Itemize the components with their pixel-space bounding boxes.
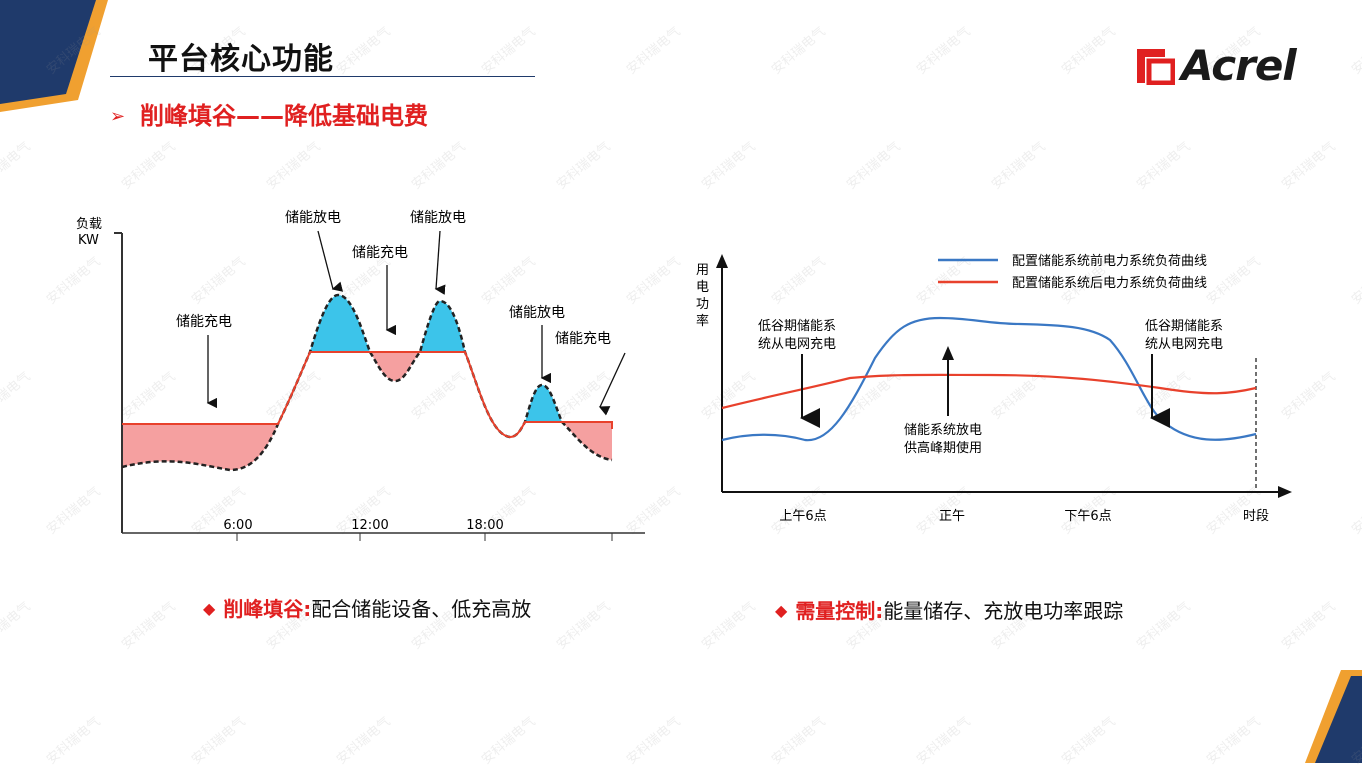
title-underline <box>110 76 535 77</box>
watermark-text: 安科瑞电气 <box>479 24 539 78</box>
watermark-text: 安科瑞电气 <box>0 599 34 653</box>
watermark-text: 安科瑞电气 <box>844 139 904 193</box>
right-y-axis-label-1: 用 <box>696 263 709 278</box>
left-y-axis-label-1: 负载 <box>76 217 102 232</box>
annotation-charge-midday: 储能充电 <box>352 245 408 261</box>
watermark-text: 安科瑞电气 <box>1279 139 1339 193</box>
annotation-right-charge-1: 低谷期储能系 <box>1145 319 1223 334</box>
right-y-axis-label-4: 率 <box>696 313 709 329</box>
left-y-axis-label-2: KW <box>78 233 99 248</box>
watermark-text: 安科瑞电气 <box>769 714 829 768</box>
subtitle-text: 削峰填谷——降低基础电费 <box>140 102 428 130</box>
original-load-curve <box>121 293 613 472</box>
top-left-corner-decoration <box>0 0 108 112</box>
bottom-right-corner-decoration <box>1305 670 1362 763</box>
watermark-text: 安科瑞电气 <box>989 139 1049 193</box>
right-caption-text: 能量储存、充放电功率跟踪 <box>883 599 1124 623</box>
watermark-text: 安科瑞电气 <box>1349 24 1362 78</box>
arrow-bullet-icon: ➢ <box>110 106 126 127</box>
watermark-text: 安科瑞电气 <box>189 714 249 768</box>
annotation-charge-evening: 储能充电 <box>555 331 611 347</box>
watermark-text: 安科瑞电气 <box>1349 484 1362 538</box>
demand-control-chart: 用 电 功 率 配置储能系统前电力系统负荷曲线 配置储能系统后电力系统负荷曲线 … <box>696 253 1292 524</box>
watermark-text: 安科瑞电气 <box>1134 599 1194 653</box>
watermark-text: 安科瑞电气 <box>334 24 394 78</box>
watermark-text: 安科瑞电气 <box>914 714 974 768</box>
watermark-text: 安科瑞电气 <box>44 714 104 768</box>
x-label: 下午6点 <box>1064 509 1111 524</box>
shaved-load-curve <box>122 351 613 439</box>
watermark-text: 安科瑞电气 <box>0 139 34 193</box>
annotation-center-discharge-1: 储能系统放电 <box>904 423 982 438</box>
watermark-text: 安科瑞电气 <box>334 714 394 768</box>
legend-after-label: 配置储能系统后电力系统负荷曲线 <box>1012 276 1207 291</box>
diamond-bullet-icon: ◆ <box>775 601 788 620</box>
watermark-text: 安科瑞电气 <box>409 139 469 193</box>
legend-before-label: 配置储能系统前电力系统负荷曲线 <box>1012 253 1207 269</box>
annotation-charge-night: 储能充电 <box>176 314 232 330</box>
acrel-logo-mark-icon <box>1137 49 1175 85</box>
annotation-discharge-2: 储能放电 <box>410 210 466 226</box>
watermark-text: 安科瑞电气 <box>699 139 759 193</box>
watermark-text: 安科瑞电气 <box>1279 599 1339 653</box>
right-y-axis-label-3: 功 <box>696 297 709 312</box>
watermark-text: 安科瑞电气 <box>479 714 539 768</box>
watermark-text: 安科瑞电气 <box>264 139 324 193</box>
watermark-text: 安科瑞电气 <box>1059 714 1119 768</box>
left-caption-key: 削峰填谷: <box>223 597 312 621</box>
x-tick-label: 6:00 <box>223 518 252 533</box>
annotation-right-charge-2: 统从电网充电 <box>1145 336 1223 352</box>
annotation-left-charge-1: 低谷期储能系 <box>758 319 836 334</box>
watermark-text: 安科瑞电气 <box>624 24 684 78</box>
watermark-text: 安科瑞电气 <box>119 139 179 193</box>
peak-shaving-chart: 负载 KW 6:00 12:00 18:00 储能充电 储能放电 储能充电 储能… <box>76 210 645 541</box>
watermark-text: 安科瑞电气 <box>624 714 684 768</box>
x-label: 时段 <box>1243 509 1269 524</box>
right-caption: ◆ 需量控制:能量储存、充放电功率跟踪 <box>775 595 1123 624</box>
annotation-center-discharge-2: 供高峰期使用 <box>904 440 982 456</box>
chart-legend: 配置储能系统前电力系统负荷曲线 配置储能系统后电力系统负荷曲线 <box>938 253 1207 291</box>
watermark-text: 安科瑞电气 <box>554 599 614 653</box>
charge-area-midday <box>370 352 420 381</box>
watermark-text: 安科瑞电气 <box>1059 24 1119 78</box>
discharge-area-peak-2 <box>420 301 465 352</box>
discharge-area-peak-1 <box>310 295 370 352</box>
watermark-text: 安科瑞电气 <box>769 24 829 78</box>
watermark-text: 安科瑞电气 <box>1134 139 1194 193</box>
watermark-text: 安科瑞电气 <box>1349 254 1362 308</box>
page-title: 平台核心功能 <box>148 42 334 77</box>
watermark-text: 安科瑞电气 <box>699 599 759 653</box>
acrel-logo: Acrel <box>1135 40 1297 90</box>
right-y-axis-label-2: 电 <box>696 280 709 295</box>
annotation-discharge-3: 储能放电 <box>509 305 565 321</box>
annotation-left-charge-2: 统从电网充电 <box>758 336 836 352</box>
x-label: 上午6点 <box>779 509 826 524</box>
right-caption-key: 需量控制: <box>795 599 884 623</box>
charge-area-night <box>122 424 278 470</box>
watermark-text: 安科瑞电气 <box>0 369 34 423</box>
annotation-discharge-1: 储能放电 <box>285 210 341 226</box>
watermark-text: 安科瑞电气 <box>1204 714 1264 768</box>
section-subtitle: ➢ 削峰填谷——降低基础电费 <box>110 96 428 131</box>
watermark-text: 安科瑞电气 <box>119 599 179 653</box>
watermark-text: 安科瑞电气 <box>914 24 974 78</box>
left-caption: ◆ 削峰填谷:配合储能设备、低充高放 <box>203 593 531 622</box>
watermark-text: 安科瑞电气 <box>554 139 614 193</box>
left-caption-text: 配合储能设备、低充高放 <box>311 597 532 621</box>
x-tick-label: 18:00 <box>466 518 503 533</box>
x-tick-label: 12:00 <box>351 518 388 533</box>
charge-area-evening <box>562 422 612 460</box>
x-label: 正午 <box>939 509 965 524</box>
discharge-area-peak-3 <box>525 385 562 422</box>
after-storage-load-curve <box>721 373 1257 410</box>
diamond-bullet-icon: ◆ <box>203 599 216 618</box>
logo-wordmark: Acrel <box>1181 40 1297 90</box>
